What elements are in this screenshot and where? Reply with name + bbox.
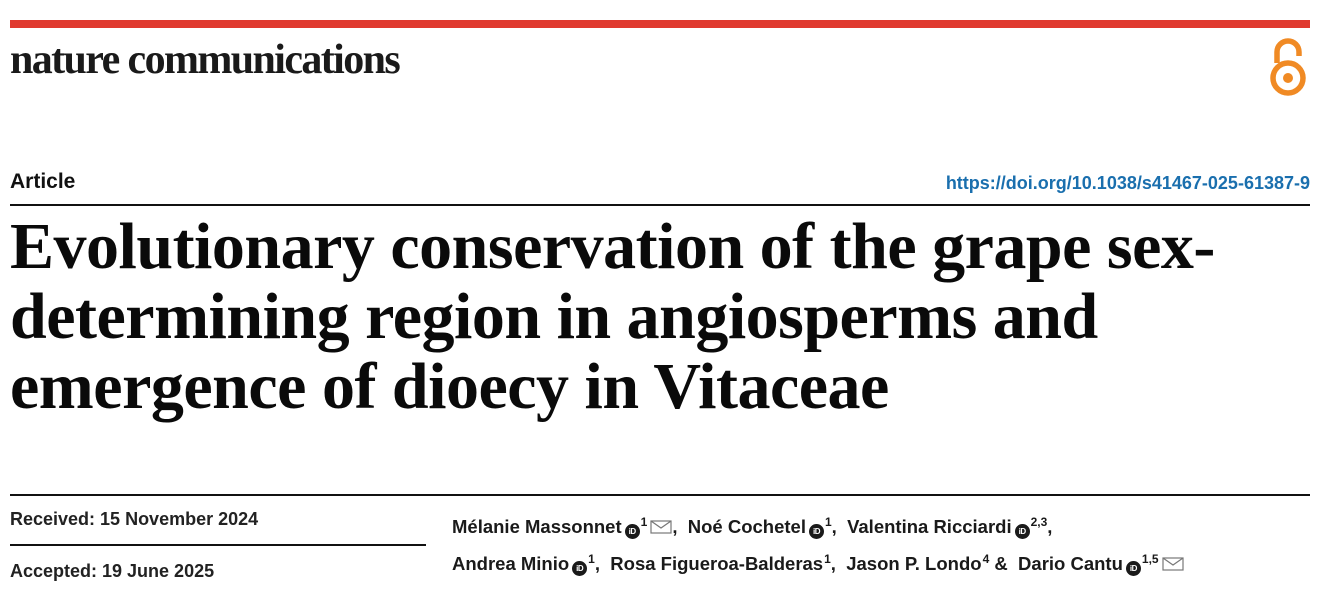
orcid-icon[interactable]: iD	[624, 524, 640, 539]
affiliation-number: 1	[824, 515, 832, 529]
affiliation-number: 1,5	[1141, 552, 1159, 566]
author-name[interactable]: Rosa Figueroa-Balderas	[610, 553, 824, 574]
author-separator: ,	[830, 553, 842, 574]
article-type-label: Article	[10, 170, 76, 193]
title-bottom-rule	[10, 494, 1310, 496]
affiliation-number: 1	[640, 515, 648, 529]
author-name[interactable]: Valentina Ricciardi	[847, 516, 1012, 537]
header-accent-bar	[10, 20, 1310, 28]
article-title: Evolutionary conservation of the grape s…	[10, 210, 1215, 423]
affiliation-number: 1	[824, 552, 831, 566]
author-name[interactable]: Noé Cochetel	[687, 516, 806, 537]
affiliation-number: 2,3	[1030, 515, 1048, 529]
received-date: Received: 15 November 2024	[10, 509, 259, 529]
affiliation-number: 1	[588, 552, 595, 566]
author-list: Mélanie Massonnet iD1, Noé Cochetel iD1, V…	[452, 506, 1312, 580]
author-name[interactable]: Andrea Minio	[452, 553, 570, 574]
doi-link[interactable]: https://doi.org/10.1038/s41467-025-61387…	[945, 173, 1310, 193]
author-item: Jason P. Londo4	[846, 552, 990, 574]
author-item: Dario Cantu iD1,5	[1018, 552, 1184, 576]
orcid-icon[interactable]: iD	[808, 524, 824, 539]
author-separator: ,	[672, 516, 683, 537]
author-item: Mélanie Massonnet iD1	[452, 515, 672, 539]
mail-icon[interactable]	[1161, 557, 1184, 571]
accepted-date: Accepted: 19 June 2025	[10, 561, 215, 581]
author-item: Valentina Ricciardi iD2,3	[847, 515, 1048, 539]
author-separator: ,	[1047, 516, 1053, 537]
author-separator: &	[989, 553, 1013, 574]
author-name[interactable]: Dario Cantu	[1018, 553, 1123, 574]
mail-icon[interactable]	[650, 520, 672, 534]
author-item: Andrea Minio iD1	[452, 552, 595, 576]
orcid-icon[interactable]: iD	[1014, 524, 1030, 539]
journal-name[interactable]: nature communications	[10, 37, 401, 83]
affiliation-number: 4	[982, 552, 990, 566]
author-separator: ,	[831, 516, 842, 537]
author-item: Rosa Figueroa-Balderas1	[610, 552, 831, 574]
title-top-rule	[10, 204, 1310, 206]
author-item: Noé Cochetel iD1	[687, 515, 832, 539]
author-name[interactable]: Jason P. Londo	[846, 553, 982, 574]
orcid-icon[interactable]: iD	[1125, 561, 1141, 576]
author-name[interactable]: Mélanie Massonnet	[452, 516, 622, 537]
open-access-lock-icon	[1270, 38, 1306, 96]
dates-divider	[10, 544, 426, 546]
orcid-icon[interactable]: iD	[572, 561, 588, 576]
author-separator: ,	[594, 553, 606, 574]
